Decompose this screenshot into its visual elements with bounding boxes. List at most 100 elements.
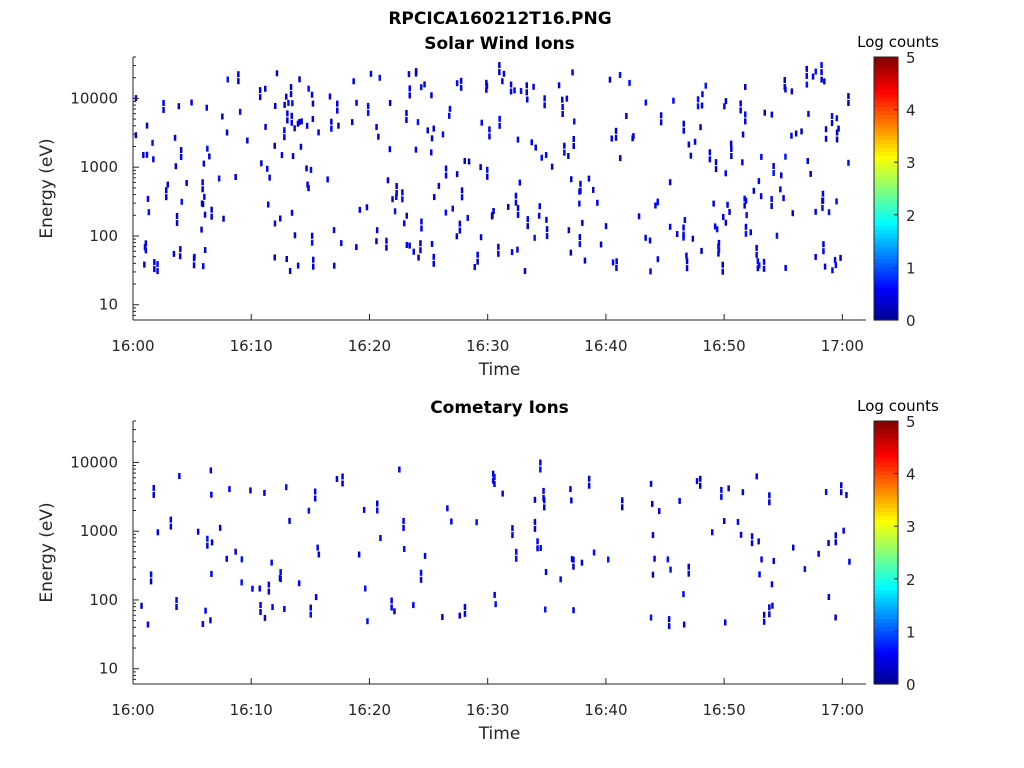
data-cell [687, 141, 691, 148]
colorbar-segment [874, 221, 898, 227]
data-cell [260, 160, 263, 167]
data-cell [491, 212, 494, 218]
colorbar-tick-label: 1 [906, 623, 916, 641]
colorbar-segment [874, 601, 898, 607]
data-cell [525, 82, 528, 89]
data-cell [712, 200, 715, 207]
data-cell [258, 585, 261, 592]
colorbar-segment [874, 229, 898, 235]
data-cell [290, 112, 293, 119]
data-cell [172, 250, 176, 257]
data-cell [509, 81, 513, 88]
data-cell [430, 135, 434, 142]
data-cell [251, 585, 254, 592]
data-cell [759, 193, 763, 200]
data-cell [514, 199, 518, 206]
data-cell [459, 84, 463, 91]
data-cell [200, 200, 204, 207]
data-cell [377, 133, 380, 140]
data-cell [202, 263, 205, 270]
data-cell [314, 594, 318, 601]
data-cell [827, 594, 831, 600]
data-cell [351, 119, 354, 126]
colorbar-segment [874, 73, 898, 79]
data-cell [587, 475, 591, 482]
data-cell [152, 491, 155, 498]
data-cell [414, 70, 418, 77]
data-cell [455, 171, 459, 178]
data-cell [689, 152, 693, 159]
data-cell [805, 72, 808, 79]
data-cell [615, 265, 618, 271]
colorbar-segment [874, 217, 898, 222]
data-cell [511, 525, 514, 532]
colorbar-segment [874, 499, 898, 504]
data-cell [724, 170, 727, 177]
data-cell [610, 135, 613, 142]
data-cell [408, 92, 411, 99]
colorbar-segment [874, 663, 898, 669]
data-cell [395, 194, 398, 200]
data-cell [570, 497, 573, 504]
data-cell [745, 212, 748, 219]
data-cell [659, 112, 663, 119]
data-cell [420, 225, 423, 232]
data-cell [263, 489, 266, 496]
colorbar-segment [874, 295, 898, 301]
data-cell [337, 122, 340, 129]
data-cell [205, 104, 208, 111]
data-cell [667, 616, 671, 623]
data-cell [724, 219, 728, 226]
colorbar-segment [874, 441, 898, 447]
data-cell [493, 481, 496, 487]
data-cell [768, 611, 771, 618]
data-cell [523, 268, 527, 274]
data-cell [835, 129, 839, 136]
data-cell [448, 105, 452, 112]
data-cell [173, 134, 177, 141]
data-cell [405, 242, 409, 248]
data-cell [567, 153, 570, 159]
colorbar-segment [874, 494, 898, 500]
data-cell [744, 111, 747, 118]
data-cell [845, 492, 848, 498]
data-cell [695, 478, 699, 485]
data-cell [285, 256, 288, 262]
data-cell [516, 136, 520, 143]
data-cell [724, 98, 728, 105]
data-cell [144, 240, 148, 247]
data-cell [403, 546, 406, 552]
data-cell [179, 246, 182, 253]
x-tick-label: 16:00 [111, 337, 154, 355]
data-cell [699, 124, 702, 131]
data-cell [169, 516, 173, 523]
data-cell [210, 570, 213, 577]
colorbar-segment [874, 486, 898, 492]
data-cell [561, 96, 564, 103]
data-cell [432, 253, 435, 260]
data-cell [682, 621, 686, 628]
data-cell [283, 127, 286, 134]
colorbar-segment [874, 110, 898, 116]
data-cell [379, 535, 382, 541]
data-cell [834, 262, 838, 269]
data-cell [824, 489, 828, 495]
data-cell [273, 220, 277, 227]
data-cell [770, 203, 773, 209]
data-cell [741, 489, 745, 496]
data-cell [784, 86, 787, 93]
data-cell [267, 581, 271, 588]
data-cell [783, 77, 786, 83]
data-cell [756, 265, 760, 272]
data-cell [310, 232, 314, 239]
data-cell [240, 556, 244, 563]
data-cell [824, 126, 828, 133]
data-cell [809, 170, 812, 177]
data-cell [565, 95, 569, 102]
data-cell [156, 268, 159, 275]
colorbar-segment [874, 188, 898, 194]
colorbar-segment [874, 675, 898, 681]
data-cell [513, 87, 516, 94]
data-cell [279, 215, 282, 222]
data-cell [533, 518, 537, 525]
